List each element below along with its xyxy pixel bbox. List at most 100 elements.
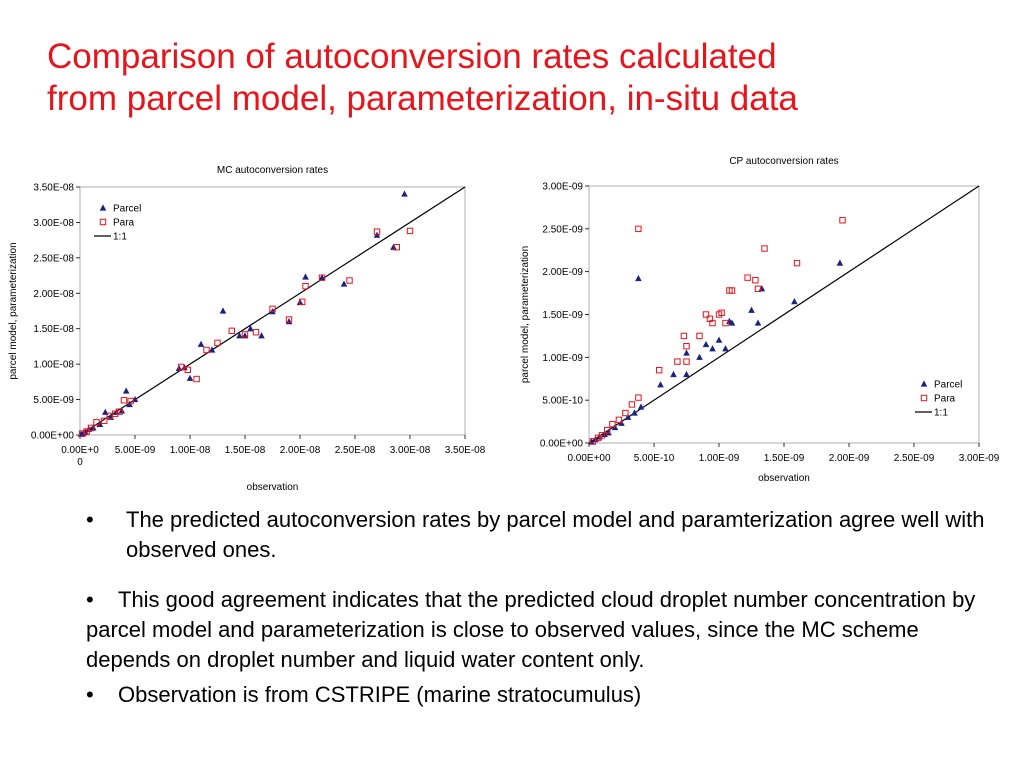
para-point (228, 327, 236, 335)
parcel-point (748, 306, 755, 313)
bullet-symbol: • (86, 682, 94, 707)
cp-autoconversion-chart: CP autoconversion rates 0.00E+00 5.00E-10 1… (512, 150, 1024, 495)
para-point (683, 342, 690, 350)
y-tick-label: 2.50E-08 (33, 253, 74, 264)
parcel-point (754, 319, 762, 326)
para-point (680, 332, 688, 340)
x-tick-label-line: 5.00E-09 (115, 445, 156, 456)
x-tick-label-line: 3.00E-08 (390, 445, 431, 456)
x-tick-label-line: 0 (77, 457, 83, 468)
para-point (79, 430, 86, 437)
parcel-point (181, 364, 188, 371)
y-tick-label: 1.50E-08 (33, 324, 74, 335)
para-point (193, 375, 200, 383)
legend-label: Para (113, 218, 135, 229)
para-point (93, 419, 100, 426)
parcel-point (715, 336, 723, 343)
slide-title: Comparison of autoconversion rates calcu… (47, 36, 1007, 120)
para-point (793, 259, 801, 267)
x-axis-label: observation (247, 482, 299, 493)
x-tick-label: 0.00E+00 (567, 453, 611, 464)
bullet-symbol: • (86, 507, 94, 532)
title-line-1: Comparison of autoconversion rates calcu… (47, 37, 777, 76)
para-point (299, 298, 306, 305)
x-tick-label: 5.00E-10 (634, 453, 675, 464)
y-axis-label: parcel model, parameterization (8, 242, 19, 379)
title-line-2: from parcel model, parameterization, in-… (47, 79, 798, 118)
para-point (718, 309, 725, 316)
para-point (116, 408, 123, 415)
y-tick-label: 1.00E-09 (542, 353, 583, 364)
legend-parcel-marker (99, 204, 107, 211)
para-point (184, 366, 192, 374)
parcel-point (670, 370, 677, 378)
x-tick-label-line: 2.50E-09 (894, 453, 935, 464)
x-tick-label: 3.00E-08 (390, 445, 431, 456)
para-point (373, 228, 381, 235)
bullet-list: • The predicted autoconversion rates by p… (86, 505, 986, 710)
para-point (285, 316, 293, 323)
parcel-point (89, 424, 97, 431)
legend-label: Parcel (113, 204, 141, 215)
para-point (178, 363, 185, 371)
parcel-point (683, 349, 690, 356)
parcel-point (318, 274, 326, 281)
x-tick-label-line: 0.00E+0 (61, 445, 99, 456)
para-point (839, 217, 846, 224)
parcel-point (236, 332, 243, 339)
para-point (635, 394, 642, 401)
parcel-point (186, 374, 194, 381)
parcel-point (635, 274, 642, 282)
y-tick-label: 2.00E-08 (33, 289, 74, 300)
x-axis-label: observation (758, 473, 810, 484)
y-tick-label: 5.00E-10 (542, 396, 583, 407)
x-tick-label: 2.00E-08 (280, 445, 321, 456)
parcel-point (631, 409, 638, 416)
legend-label: 1:1 (113, 232, 127, 243)
para-point (241, 331, 249, 338)
x-tick-label-line: 2.00E-08 (280, 445, 321, 456)
x-tick-label-line: 0.00E+00 (567, 453, 611, 464)
x-tick-label-line: 1.00E-09 (699, 453, 740, 464)
x-tick-label-line: 2.50E-08 (335, 445, 376, 456)
x-tick-label: 2.50E-09 (894, 453, 935, 464)
para-point (252, 329, 260, 336)
parcel-point (197, 340, 205, 347)
bullet-item: • Observation is from CSTRIPE (marine str… (86, 680, 986, 710)
para-point (589, 438, 597, 445)
x-tick-label-line: 3.00E-09 (959, 453, 1000, 464)
para-point (101, 417, 108, 425)
reference-line-1to1 (588, 185, 980, 444)
para-point (609, 420, 616, 428)
y-tick-label: 1.50E-09 (542, 310, 583, 321)
parcel-point (836, 259, 844, 266)
para-point (598, 432, 606, 439)
parcel-point (390, 243, 397, 250)
parcel-point (122, 387, 130, 394)
parcel-point (401, 190, 408, 197)
para-point (318, 274, 326, 281)
chart-title: CP autoconversion rates (729, 156, 838, 167)
x-tick-label-line: 5.00E-10 (634, 453, 675, 464)
bullet-symbol: • (86, 587, 94, 612)
para-point (203, 346, 210, 354)
parcel-point (683, 370, 690, 378)
parcel-point (696, 353, 703, 360)
bullet-text: Observation is from CSTRIPE (marine stra… (118, 682, 642, 707)
legend-label: Para (934, 394, 956, 405)
parcel-point (219, 307, 227, 314)
para-point (87, 424, 95, 432)
bullet-item: • This good agreement indicates that the … (86, 585, 986, 675)
mc-autoconversion-chart: MC autoconversion rates 0.00E+00 5.00E-09 1… (0, 155, 505, 500)
parcel-point (258, 332, 265, 339)
parcel-point (722, 345, 729, 352)
x-tick-label: 1.00E-09 (699, 453, 740, 464)
para-point (722, 319, 729, 327)
para-point (393, 244, 401, 251)
x-tick-label: 5.00E-09 (115, 445, 156, 456)
y-tick-label: 3.00E-09 (542, 182, 583, 193)
chart-title: MC autoconversion rates (217, 165, 328, 176)
x-tick-label-line: 1.50E-08 (225, 445, 266, 456)
x-tick-label-line: 1.50E-09 (764, 453, 805, 464)
para-point (346, 277, 353, 284)
